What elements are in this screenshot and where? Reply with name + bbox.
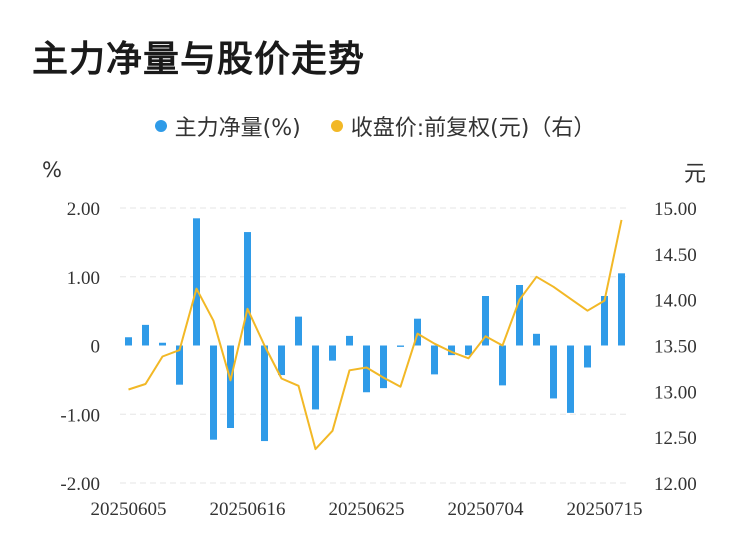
- y-left-tick-label: 1.00: [67, 268, 100, 289]
- bar: [210, 345, 217, 440]
- bar: [312, 345, 319, 410]
- x-tick-label: 20250616: [210, 499, 286, 520]
- bar: [142, 324, 149, 346]
- bar: [329, 345, 336, 361]
- y-right-tick-label: 13.50: [654, 337, 697, 358]
- y-right-tick-label: 15.00: [654, 199, 697, 220]
- chart-title: 主力净量与股价走势: [32, 39, 366, 80]
- y-right-tick-label: 13.00: [654, 382, 697, 403]
- bar: [584, 345, 591, 368]
- bar: [278, 345, 285, 376]
- bar: [533, 333, 540, 346]
- bar: [431, 345, 438, 375]
- bar: [125, 337, 132, 346]
- y-left-tick-label: -1.00: [60, 405, 100, 426]
- bar: [601, 296, 608, 346]
- bar: [550, 345, 557, 399]
- legend-bar-swatch: [154, 120, 167, 132]
- y-left-tick-label: -2.00: [60, 474, 100, 495]
- bar: [295, 316, 302, 346]
- bar: [482, 296, 489, 346]
- bar: [499, 345, 506, 386]
- left-axis-unit: %: [42, 158, 62, 182]
- bar: [346, 335, 353, 346]
- x-tick-label: 20250715: [567, 499, 643, 520]
- bar: [414, 318, 421, 346]
- y-right-tick-label: 12.00: [654, 474, 697, 495]
- legend-line-swatch: [330, 120, 343, 132]
- y-right-tick-label: 14.00: [654, 291, 697, 312]
- y-right-tick-label: 14.50: [654, 245, 697, 266]
- bar: [227, 345, 234, 428]
- bar: [159, 342, 166, 346]
- y-right-tick-label: 12.50: [654, 428, 697, 449]
- bar: [244, 232, 251, 346]
- bar: [465, 345, 472, 356]
- y-left-tick-label: 0: [91, 337, 101, 358]
- bar: [176, 345, 183, 385]
- bar: [363, 345, 370, 393]
- price-line: [128, 219, 623, 451]
- bar: [261, 345, 268, 442]
- legend-bar-label: 主力净量(%): [174, 116, 301, 141]
- y-left-tick-label: 2.00: [67, 199, 100, 220]
- bar: [397, 345, 404, 347]
- bar: [193, 218, 200, 346]
- legend-item-bar[interactable]: 主力净量(%): [154, 110, 301, 142]
- x-tick-label: 20250605: [91, 499, 167, 520]
- x-tick-label: 20250704: [448, 499, 525, 520]
- legend-line-label: 收盘价:前复权(元)（右）: [350, 116, 596, 141]
- legend: 主力净量(%) 收盘价:前复权(元)（右）: [0, 110, 750, 142]
- x-tick-label: 20250625: [329, 499, 405, 520]
- right-axis-unit: 元: [684, 162, 707, 187]
- bar: [618, 273, 625, 346]
- bar: [516, 285, 523, 346]
- legend-item-line[interactable]: 收盘价:前复权(元)（右）: [330, 110, 596, 142]
- bar: [380, 345, 387, 389]
- bar: [567, 345, 574, 413]
- bar: [448, 345, 455, 356]
